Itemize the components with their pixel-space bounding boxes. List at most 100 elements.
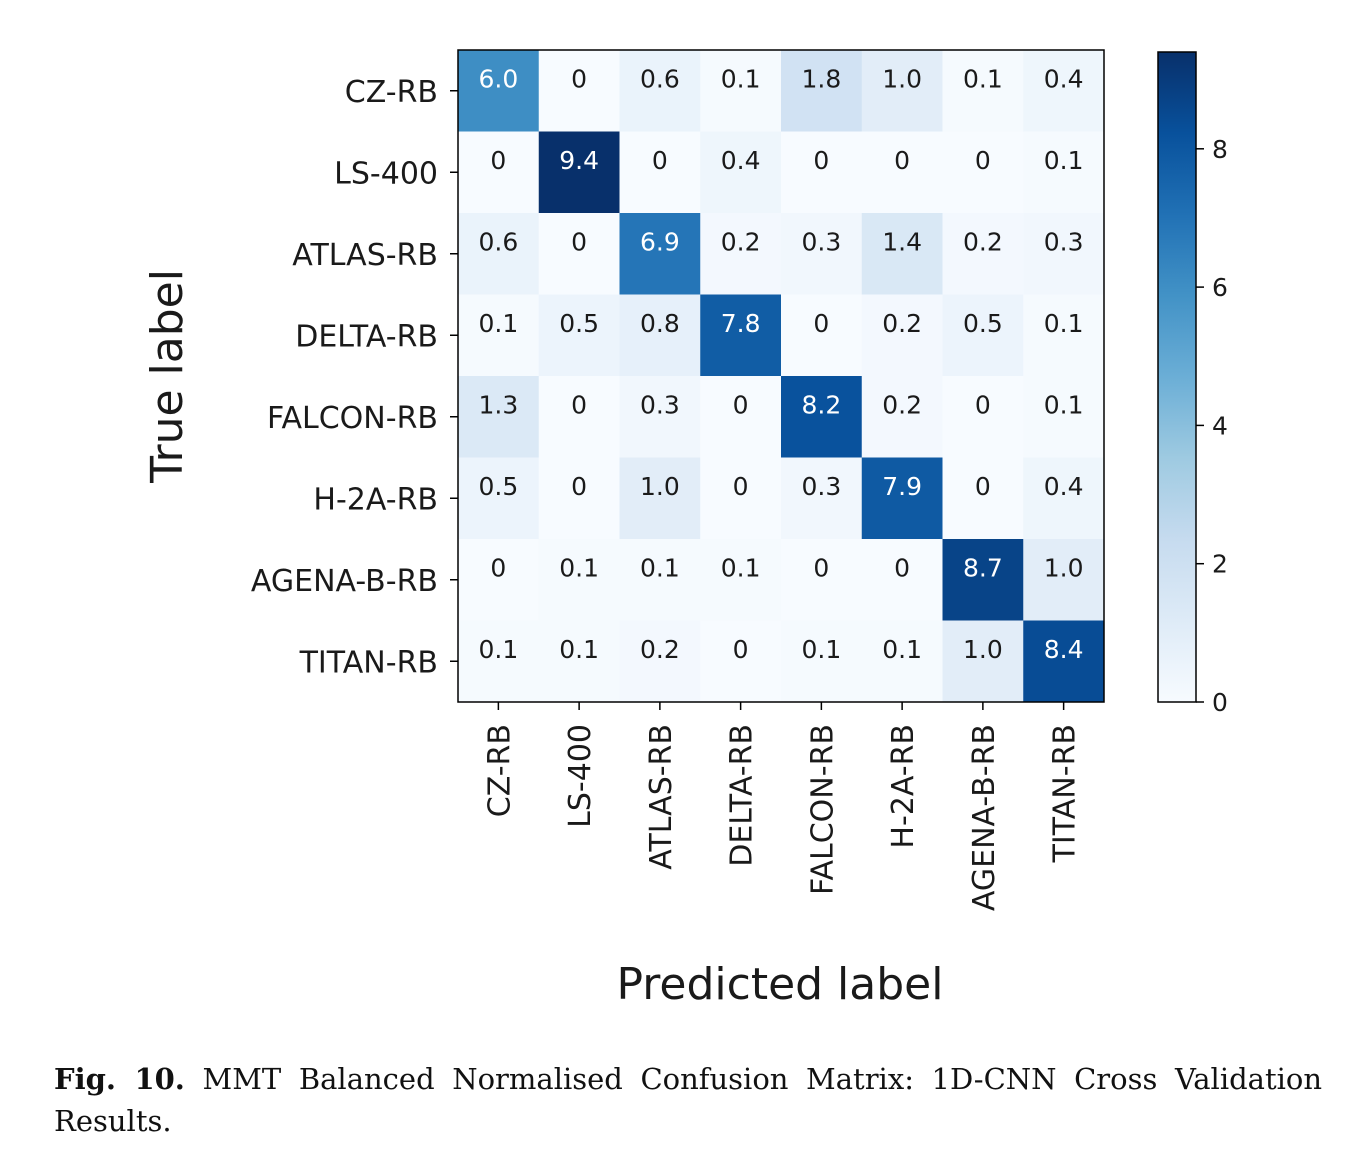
x-axis-title: Predicted label [617,959,944,1010]
matrix-cell [700,457,782,540]
matrix-cell [781,50,863,132]
cell-value-label: 0.2 [640,635,680,664]
cell-value-label: 0.5 [559,309,599,338]
matrix-cell [861,131,943,214]
matrix-cell [458,294,540,377]
cell-value-label: 0 [733,390,749,419]
y-tick-label: FALCON-RB [267,401,438,436]
cell-value-label: 1.8 [801,64,841,93]
matrix-cell [619,376,701,458]
y-tick-label: DELTA-RB [295,319,438,354]
cell-value-label: 0 [652,146,668,175]
matrix-cell [619,457,701,540]
x-tick-label: H-2A-RB [886,724,921,849]
matrix-cell [619,213,701,295]
matrix-cell [619,620,701,703]
cell-value-label: 0.1 [721,64,761,93]
matrix-cell [861,620,943,703]
y-tick-label: TITAN-RB [299,645,438,680]
cell-value-label: 0.1 [478,635,518,664]
matrix-cell [1023,539,1105,621]
matrix-cell [781,131,863,214]
x-tick-label: FALCON-RB [805,724,840,895]
cell-value-label: 0 [490,553,506,582]
figure-caption: Fig. 10. MMT Balanced Normalised Confusi… [54,1058,1322,1142]
x-tick-label: TITAN-RB [1048,724,1083,863]
cell-value-label: 0.8 [640,309,680,338]
matrix-cell [619,50,701,132]
matrix-cell [700,213,782,295]
cell-value-label: 8.7 [963,553,1003,582]
cell-value-label: 0 [975,472,991,501]
matrix-cell [942,131,1024,214]
matrix-cell [1023,457,1105,540]
colorbar [1157,51,1197,703]
matrix-cell [619,294,701,377]
cell-value-label: 0.1 [1044,309,1084,338]
matrix-cell [781,457,863,540]
colorbar-tick-label: 4 [1212,411,1228,440]
cell-value-label: 0.4 [1044,64,1084,93]
cell-value-label: 0.6 [640,64,680,93]
y-axis-title: True label [142,269,193,484]
matrix-cell [700,131,782,214]
matrix-cell [942,50,1024,132]
colorbar-tick-label: 0 [1212,688,1228,717]
matrix-cell [1023,131,1105,214]
cell-value-label: 0 [894,553,910,582]
matrix-cell [700,539,782,621]
cell-value-label: 1.0 [963,635,1003,664]
cell-value-label: 0.1 [801,635,841,664]
cell-value-label: 0 [571,227,587,256]
x-tick-label: CZ-RB [482,724,517,817]
matrix-cell [458,213,540,295]
y-tick-label: H-2A-RB [313,482,438,517]
matrix-cell [861,457,943,540]
cell-value-label: 0.5 [963,309,1003,338]
cell-value-label: 0.2 [963,227,1003,256]
y-tick-label: CZ-RB [345,75,438,110]
matrix-cell [861,539,943,621]
cell-value-label: 1.0 [882,64,922,93]
matrix-cell [861,376,943,458]
cell-value-label: 0.3 [1044,227,1084,256]
matrix-cell [458,50,540,132]
matrix-cell [942,213,1024,295]
y-tick-label: LS-400 [334,156,438,191]
matrix-cell [781,294,863,377]
cell-value-label: 0.6 [478,227,518,256]
cell-value-label: 0 [894,146,910,175]
matrix-cell [1023,620,1105,703]
cell-value-label: 1.4 [882,227,922,256]
matrix-cell [781,376,863,458]
colorbar-tick-label: 8 [1212,135,1228,164]
cell-value-label: 0.2 [721,227,761,256]
cell-value-label: 0 [490,146,506,175]
matrix-cell [538,620,620,703]
cell-value-label: 8.4 [1044,635,1084,664]
cell-value-label: 0.1 [963,64,1003,93]
y-tick-label: ATLAS-RB [292,238,438,273]
matrix-cell [458,457,540,540]
matrix-cell [861,50,943,132]
matrix-cell [1023,294,1105,377]
matrix-cell [942,457,1024,540]
matrix-frame [457,49,1105,703]
cell-value-label: 8.2 [801,390,841,419]
cell-value-label: 0.1 [559,553,599,582]
cell-value-label: 6.0 [478,64,518,93]
matrix-cell [781,620,863,703]
cell-value-label: 0.4 [721,146,761,175]
x-tick-label: AGENA-B-RB [967,724,1002,911]
cell-value-label: 0.1 [1044,390,1084,419]
x-tick-label: LS-400 [563,724,598,828]
cell-value-label: 0 [733,472,749,501]
matrix-cell [700,620,782,703]
cell-value-label: 0 [571,472,587,501]
cell-value-label: 0.1 [882,635,922,664]
cell-value-label: 0 [813,553,829,582]
matrix-cell [781,213,863,295]
cell-value-label: 0.3 [801,227,841,256]
cell-value-label: 0.2 [882,390,922,419]
cell-value-label: 0.1 [478,309,518,338]
